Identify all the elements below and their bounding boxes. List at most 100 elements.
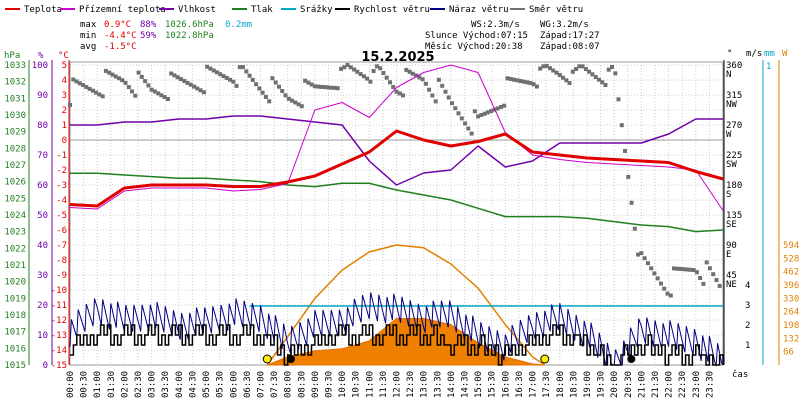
stat-label: avg <box>80 42 96 52</box>
wind-direction-point <box>639 251 644 256</box>
wind-direction-point <box>322 85 327 90</box>
wind-direction-point <box>172 73 177 78</box>
tick-label-hpa: 1017 <box>4 328 26 338</box>
wind-direction-point <box>290 98 294 103</box>
tick-label-time: 22:30 <box>678 371 688 398</box>
wind-direction-point <box>580 64 585 69</box>
wind-direction-point <box>224 75 229 80</box>
wind-direction-point <box>257 86 262 91</box>
tick-label-pct: 80 <box>37 121 48 131</box>
wind-direction-point <box>296 102 301 107</box>
tick-label-time: 22:00 <box>665 371 675 398</box>
wind-direction-point <box>352 67 357 72</box>
wind-direction-point <box>84 85 89 89</box>
tick-label-temp: -4 <box>56 196 67 206</box>
wind-direction-point <box>610 65 614 69</box>
axis-unit-pct: % <box>38 51 44 61</box>
tick-label-w: 330 <box>783 294 799 304</box>
tick-label-mm: 1 <box>766 62 771 72</box>
wind-direction-point <box>162 95 167 100</box>
wind-direction-point <box>525 80 530 85</box>
tick-label-time: 02:00 <box>120 371 130 398</box>
wind-direction-point <box>201 90 206 95</box>
tick-label-time: 20:30 <box>624 371 634 398</box>
wind-direction-point <box>675 266 680 271</box>
axis-label-time: čas <box>732 369 748 380</box>
wind-direction-point <box>606 67 611 72</box>
legend-label: Rychlost větru <box>354 5 430 15</box>
wind-direction-point <box>94 90 99 95</box>
wind-direction-point <box>436 77 441 82</box>
wind-direction-point <box>192 84 197 89</box>
tick-label-time: 18:00 <box>556 371 566 398</box>
wind-direction-point <box>159 93 164 98</box>
wind-direction-point <box>188 82 193 87</box>
wind-direction-point <box>505 76 510 81</box>
wind-direction-point <box>165 97 170 101</box>
wind-direction-point <box>247 73 252 78</box>
wind-direction-point <box>554 70 559 75</box>
wind-direction-point <box>384 75 389 80</box>
wind-direction-point <box>502 103 507 108</box>
wind-direction-point <box>339 66 343 71</box>
tick-label-pct: 40 <box>37 241 48 251</box>
tick-label-direction: 90 <box>726 241 737 251</box>
tick-label-time: 10:30 <box>352 371 362 398</box>
wind-direction-point <box>636 252 641 257</box>
tick-label-time: 12:00 <box>393 371 403 398</box>
tick-label-time: 09:30 <box>325 371 335 398</box>
tick-label-temp: -1 <box>56 151 67 161</box>
tick-label-ms: 2 <box>745 321 750 331</box>
tick-label-w: 462 <box>783 268 799 278</box>
wind-direction-point <box>410 71 415 76</box>
wind-direction-point <box>583 67 588 71</box>
wind-direction-point <box>623 149 627 153</box>
wind-direction-point <box>577 64 582 69</box>
wind-direction-point <box>492 107 497 112</box>
wind-direction-point <box>123 80 128 85</box>
legend-label: Srážky <box>300 5 333 15</box>
tick-label-temp: -15 <box>51 361 67 371</box>
wind-direction-point <box>342 65 347 70</box>
wind-direction-point <box>538 66 543 71</box>
tick-label-temp: -10 <box>51 286 67 296</box>
tick-label-temp: -3 <box>56 181 67 191</box>
wind-speed-line <box>70 324 724 366</box>
wind-direction-point <box>100 94 105 99</box>
stat-label: min <box>80 31 96 41</box>
wind-direction-point <box>378 66 383 71</box>
wind-direction-point <box>551 68 556 73</box>
tick-label-time: 04:00 <box>175 371 185 398</box>
wind-direction-point <box>544 63 549 68</box>
wind-direction-point <box>316 84 321 89</box>
wind-direction-point <box>404 67 409 72</box>
wind-direction-point <box>534 84 539 89</box>
tick-label-time: 04:30 <box>188 371 198 398</box>
tick-label-time: 03:30 <box>161 371 171 398</box>
wind-direction-point <box>590 72 595 77</box>
solar-max-curve <box>266 244 546 366</box>
wind-direction-point <box>250 77 255 82</box>
tick-label-time: 17:00 <box>529 371 539 398</box>
tick-label-temp: -14 <box>51 346 67 356</box>
wind-direction-point <box>286 96 291 101</box>
wind-direction-point <box>570 69 575 74</box>
wind-direction-point <box>704 260 709 265</box>
stat-moonrise: Měsíc Východ:20:38 <box>425 42 523 52</box>
tick-label-direction: 180 <box>726 181 742 191</box>
time-axis: 00:00 00:30 01:00 01:30 02:00 02:30 03:00 03:30… <box>66 369 748 398</box>
tick-label-hpa: 1028 <box>4 144 26 154</box>
tick-label-time: 14:30 <box>461 371 471 398</box>
wind-direction-point <box>616 97 621 102</box>
wind-direction-point <box>407 69 412 74</box>
tick-label-temp: -9 <box>56 271 67 281</box>
tick-label-ms: 3 <box>745 301 750 311</box>
tick-label-pct: 10 <box>37 331 48 341</box>
wind-direction-point <box>358 72 363 77</box>
wind-direction-point <box>508 77 513 81</box>
wind-direction-point <box>655 276 660 281</box>
stat-sunrise: Slunce Východ:07:15 <box>425 31 528 41</box>
wind-direction-point <box>231 79 236 84</box>
wind-direction-point <box>688 267 693 272</box>
